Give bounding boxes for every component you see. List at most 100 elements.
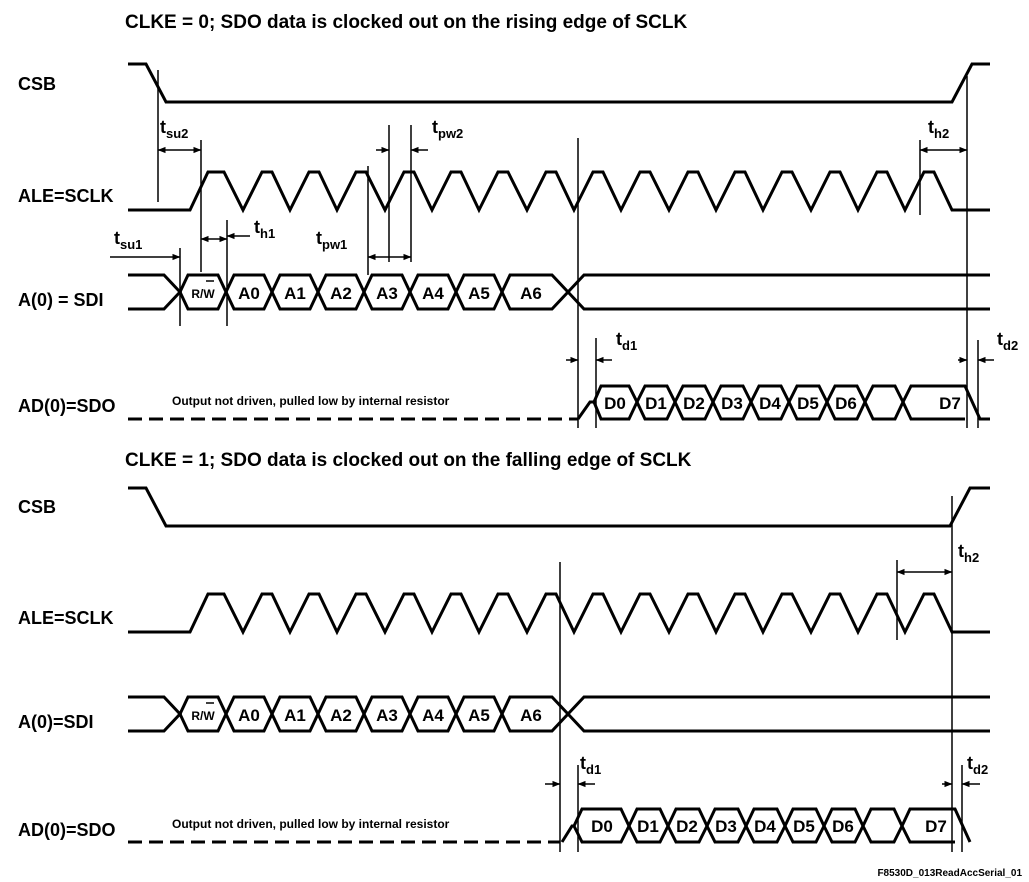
sdi-bus: [128, 695, 990, 733]
timing-label-sub: d1: [586, 762, 601, 777]
sdo-undriven-note: Output not driven, pulled low by interna…: [172, 817, 450, 831]
sdo-bit-d2: D2: [676, 817, 698, 836]
timing-label-sub: d2: [973, 762, 988, 777]
sdi-bit-a2: A2: [330, 706, 352, 725]
timing-label-sub: d1: [622, 338, 637, 353]
svg-text:tpw2: tpw2: [432, 117, 463, 141]
timing-label-td1: td1: [580, 753, 601, 777]
timing-label-sub: d2: [1003, 338, 1018, 353]
sdo-bit-d3: D3: [721, 394, 743, 413]
sdo-bit-d2: D2: [683, 394, 705, 413]
sdi-bit-a4: A4: [422, 284, 444, 303]
timing-label-td1: td1: [616, 329, 637, 353]
timing-arrows: [545, 568, 980, 788]
timing-label-th1: th1: [254, 217, 275, 241]
sdo-bit-d4: D4: [754, 817, 776, 836]
diagram-clke1: CLKE = 1; SDO data is clocked out on the…: [18, 450, 990, 852]
timing-label-tpw2: tpw2: [432, 117, 463, 141]
sdi-bit-a5: A5: [468, 284, 490, 303]
timing-label-base: t: [114, 228, 120, 248]
timing-label-base: t: [580, 753, 586, 773]
timing-label-base: t: [254, 217, 260, 237]
sdi-bit-a0: A0: [238, 284, 260, 303]
signal-label-sdi: A(0)=SDI: [18, 712, 94, 732]
timing-label-sub: su2: [166, 126, 188, 141]
timing-label-th2: th2: [958, 541, 979, 565]
sdi-bit-rw: R/W: [191, 287, 215, 301]
timing-label-td2: td2: [997, 329, 1018, 353]
diagram-title: CLKE = 1; SDO data is clocked out on the…: [125, 450, 692, 471]
svg-text:td1: td1: [580, 753, 601, 777]
reference-lines: [559, 496, 963, 852]
timing-label-base: t: [997, 329, 1003, 349]
timing-arrows: [110, 146, 994, 364]
sdi-bus: [128, 273, 990, 311]
sdo-bit-d6: D6: [832, 817, 854, 836]
timing-label-base: t: [928, 117, 934, 137]
sdo-bit-d0: D0: [591, 817, 613, 836]
sdi-bit-a0: A0: [238, 706, 260, 725]
svg-text:tsu2: tsu2: [160, 117, 188, 141]
svg-text:td1: td1: [616, 329, 637, 353]
sdo-bit-d1: D1: [637, 817, 659, 836]
sdi-bit-a5: A5: [468, 706, 490, 725]
timing-label-base: t: [967, 753, 973, 773]
sdo-bit-cell: [901, 384, 990, 421]
sdo-bit-d0: D0: [604, 394, 626, 413]
sdi-bit-a1: A1: [284, 706, 306, 725]
sdi-bit-a3: A3: [376, 706, 398, 725]
sdo-bit-d5: D5: [797, 394, 819, 413]
sdo-bit-d1: D1: [645, 394, 667, 413]
sdo-bit-d4: D4: [759, 394, 781, 413]
sdo-bit-cell: [863, 384, 905, 421]
svg-text:td2: td2: [967, 753, 988, 777]
timing-label-tsu1: tsu1: [114, 228, 142, 252]
sdi-bit-a4: A4: [422, 706, 444, 725]
sdo-bit-d6: D6: [835, 394, 857, 413]
diagram-title: CLKE = 0; SDO data is clocked out on the…: [125, 12, 687, 33]
sclk-waveform: [128, 592, 990, 636]
timing-label-tpw1: tpw1: [316, 228, 347, 252]
timing-label-th2: th2: [928, 117, 949, 141]
signal-label-csb: CSB: [18, 497, 56, 517]
csb-waveform: [128, 486, 990, 528]
timing-label-sub: pw1: [322, 237, 347, 252]
timing-label-td2: td2: [967, 753, 988, 777]
svg-text:tpw1: tpw1: [316, 228, 347, 252]
timing-label-sub: su1: [120, 237, 142, 252]
svg-text:td2: td2: [997, 329, 1018, 353]
sdi-bit-a3: A3: [376, 284, 398, 303]
sdo-bus: [560, 807, 972, 844]
timing-label-base: t: [616, 329, 622, 349]
signal-label-csb: CSB: [18, 74, 56, 94]
sdo-bit-d7: D7: [939, 394, 961, 413]
timing-label-base: t: [432, 117, 438, 137]
svg-text:tsu1: tsu1: [114, 228, 142, 252]
timing-label-sub: h2: [934, 126, 949, 141]
signal-label-sclk: ALE=SCLK: [18, 608, 114, 628]
sdi-bit-rw: R/W: [191, 709, 215, 723]
signal-label-sdo: AD(0)=SDO: [18, 396, 116, 416]
signal-label-sclk: ALE=SCLK: [18, 186, 114, 206]
sdo-bit-d5: D5: [793, 817, 815, 836]
timing-label-sub: pw2: [438, 126, 463, 141]
reference-lines: [157, 70, 979, 428]
csb-waveform: [128, 62, 990, 104]
sdo-bit-cell: [861, 807, 904, 844]
timing-label-base: t: [958, 541, 964, 561]
signal-label-sdo: AD(0)=SDO: [18, 820, 116, 840]
figure-id: F8530D_013ReadAccSerial_01: [877, 868, 1022, 879]
sdo-undriven-note: Output not driven, pulled low by interna…: [172, 394, 450, 408]
sdi-bit-a2: A2: [330, 284, 352, 303]
sclk-waveform: [128, 170, 990, 214]
timing-label-tsu2: tsu2: [160, 117, 188, 141]
signal-label-sdi: A(0) = SDI: [18, 290, 104, 310]
svg-text:th2: th2: [928, 117, 949, 141]
sdi-bit-a1: A1: [284, 284, 306, 303]
timing-label-sub: h2: [964, 550, 979, 565]
timing-label-sub: h1: [260, 226, 275, 241]
diagram-clke0: CLKE = 0; SDO data is clocked out on the…: [18, 12, 1018, 428]
sdi-bit-a6: A6: [520, 284, 542, 303]
sdo-bit-d3: D3: [715, 817, 737, 836]
